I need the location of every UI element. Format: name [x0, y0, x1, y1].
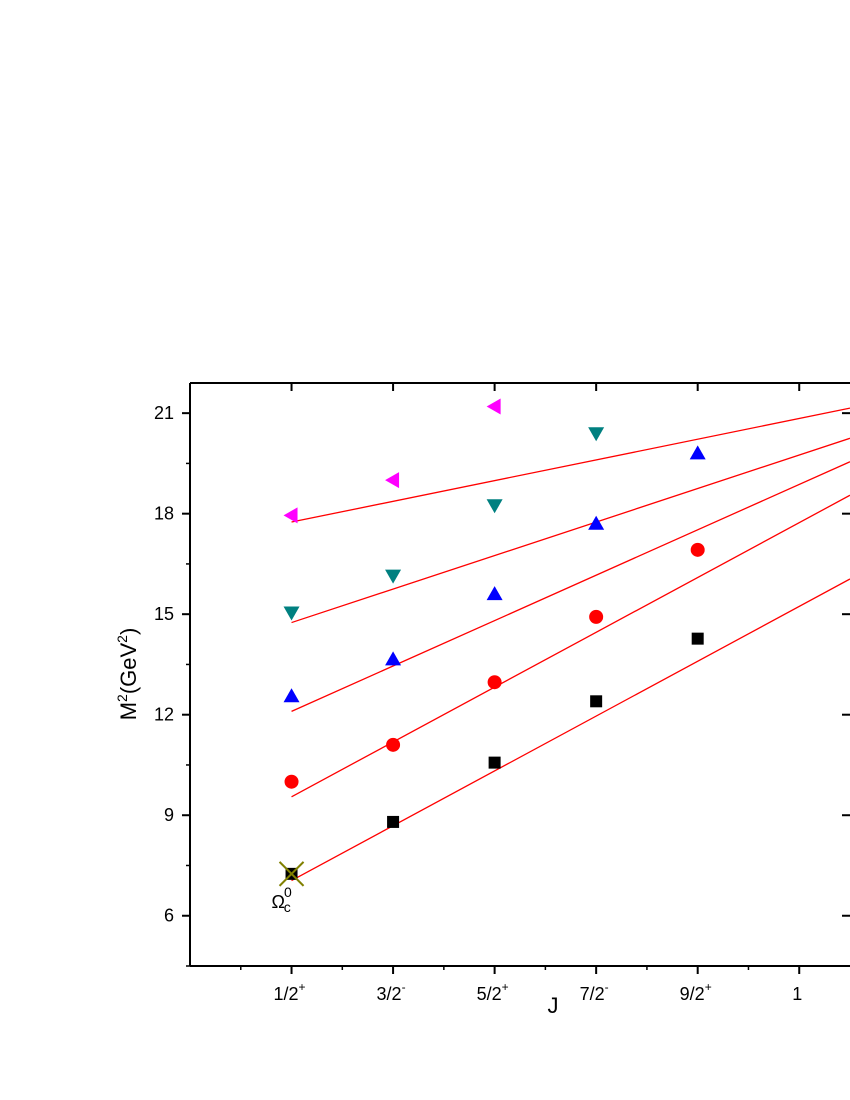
data-point-triangle-down: [283, 606, 300, 621]
fit-line: [291, 494, 850, 798]
y-tick-label: 9: [164, 805, 174, 825]
data-point-triangle-down: [385, 569, 402, 584]
data-point-circle: [487, 675, 502, 690]
fit-line: [291, 437, 850, 624]
y-tick-label: 12: [154, 705, 174, 725]
x-tick-label: 9/2+: [680, 980, 712, 1004]
y-tick-label: 21: [154, 403, 174, 423]
omega-c-annotation: Ω0 c: [272, 884, 292, 915]
x-tick-label: 1: [792, 984, 802, 1004]
data-point-square: [488, 756, 501, 769]
y-tick-label: 18: [154, 504, 174, 524]
data-point-triangle-up: [588, 515, 605, 530]
axis-labels: 6 9 12 15 18 21 1/2+ 3/2- 5/2+ 7/2- 9/2+ 1 J M2(GeV2)…: [114, 403, 802, 1018]
data-point-circle: [690, 542, 705, 557]
x-tick-label: 1/2+: [274, 980, 306, 1004]
data-point-circle: [589, 609, 604, 624]
data-markers: [278, 398, 706, 887]
plot-frame: [189, 382, 850, 967]
data-point-triangle-down: [486, 499, 503, 514]
axis-ticks: [182, 383, 850, 974]
data-point-triangle-left: [486, 398, 501, 415]
data-point-triangle-left: [283, 507, 298, 524]
fit-line: [291, 407, 850, 523]
data-point-square: [387, 815, 400, 828]
fit-line: [291, 461, 850, 712]
y-axis-title: M2(GeV2): [114, 628, 141, 721]
y-tick-label: 15: [154, 604, 174, 624]
data-point-triangle-up: [689, 445, 706, 460]
data-point-triangle-up: [486, 586, 503, 601]
fit-line: [291, 578, 850, 882]
x-tick-label: 3/2-: [377, 980, 406, 1004]
x-tick-label: 7/2-: [580, 980, 609, 1004]
y-tick-label: 6: [164, 906, 174, 926]
data-point-circle: [386, 737, 401, 752]
fit-lines: [291, 407, 850, 882]
data-point-triangle-up: [385, 651, 402, 666]
annotation-cross-marker: [278, 861, 305, 887]
data-point-square: [590, 695, 603, 708]
x-tick-label: 5/2+: [477, 980, 509, 1004]
data-point-triangle-left: [385, 472, 400, 489]
x-axis-title: J: [548, 993, 559, 1018]
data-point-square: [691, 632, 704, 645]
data-point-triangle-up: [283, 688, 300, 703]
data-point-circle: [284, 774, 299, 789]
data-point-triangle-down: [588, 427, 605, 442]
